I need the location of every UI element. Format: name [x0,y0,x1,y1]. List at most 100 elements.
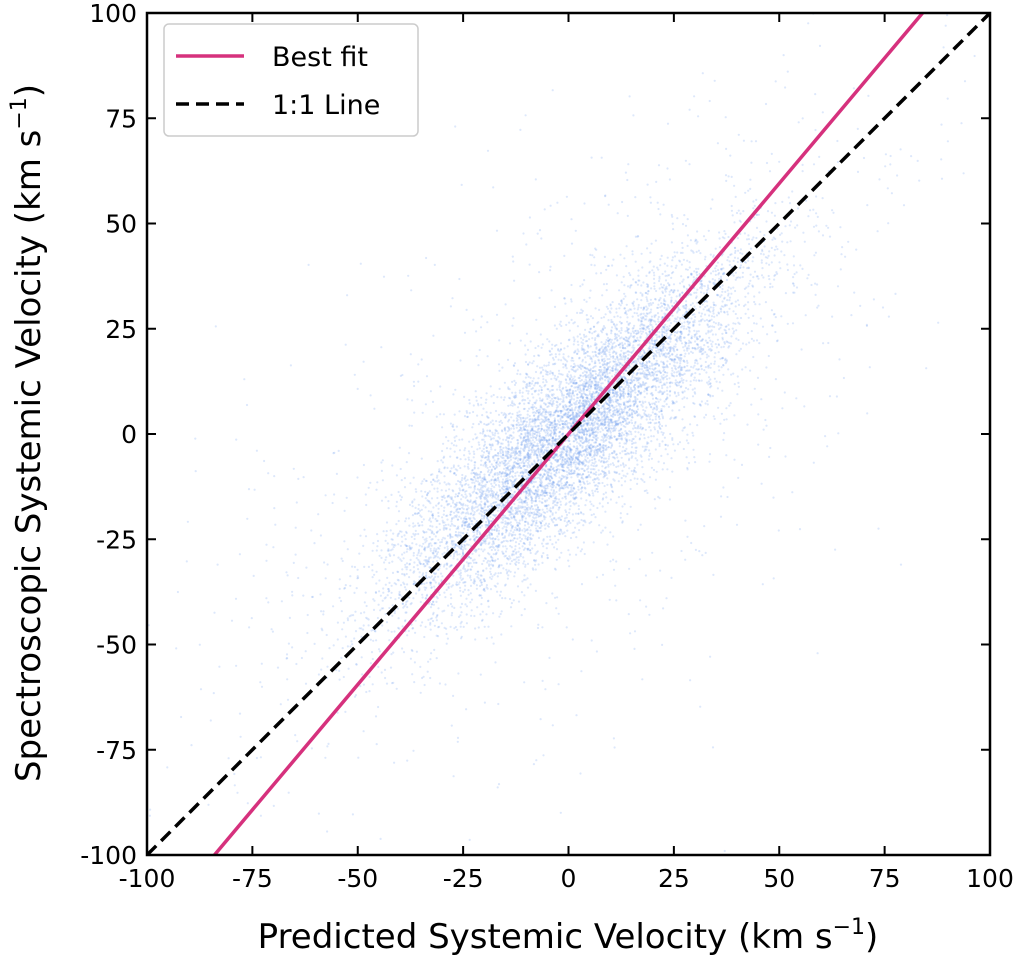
scatter-point [684,558,687,561]
scatter-point [618,307,621,310]
scatter-point [571,638,574,641]
scatter-point [438,528,442,531]
scatter-point [583,407,586,410]
scatter-point [532,485,536,488]
scatter-point [639,523,642,526]
scatter-point [296,740,299,743]
scatter-point [531,507,535,511]
scatter-point [558,484,561,487]
scatter-point [489,465,492,468]
scatter-point [803,405,806,408]
scatter-point [655,421,658,425]
scatter-point [560,485,564,488]
scatter-point [685,303,688,307]
scatter-point [657,431,660,434]
scatter-point [602,476,605,479]
scatter-point [644,574,648,577]
scatter-point [902,204,906,207]
scatter-point [804,314,807,317]
scatter-point [479,613,482,616]
scatter-point [395,505,398,508]
scatter-point [552,468,555,471]
scatter-point [773,248,777,251]
scatter-point [671,470,674,473]
scatter-point [916,159,919,162]
scatter-point [593,458,596,461]
scatter-point [437,530,440,533]
scatter-point [431,473,434,476]
scatter-point [621,364,624,367]
scatter-point [580,337,583,340]
scatter-point [739,248,743,251]
scatter-point [608,357,611,361]
scatter-point [422,572,425,575]
scatter-point [190,744,193,747]
scatter-point [606,420,609,424]
scatter-point [403,477,406,480]
scatter-point [509,539,512,542]
scatter-point [560,380,563,383]
scatter-point [619,316,622,319]
scatter-point [498,615,501,618]
scatter-point [572,452,575,456]
scatter-point [432,560,435,563]
scatter-point [340,610,343,613]
scatter-point [472,318,475,321]
scatter-point [627,393,630,396]
scatter-point [679,362,682,365]
scatter-point [580,497,583,500]
scatter-point [574,463,577,466]
scatter-point [554,511,558,514]
scatter-point [531,419,534,422]
scatter-point [602,497,605,500]
scatter-point [626,405,629,408]
scatter-point [657,299,661,302]
scatter-point [435,657,438,660]
scatter-point [486,466,489,469]
scatter-point [362,730,365,733]
scatter-point [723,328,726,331]
scatter-point [629,274,632,277]
scatter-point [619,331,622,335]
scatter-point [479,326,483,329]
scatter-point [429,606,433,609]
scatter-point [468,838,471,842]
scatter-point [271,630,274,633]
scatter-point [606,413,609,416]
scatter-point [486,534,489,538]
scatter-point [590,471,593,474]
scatter-point [605,332,608,335]
scatter-point [630,308,633,311]
scatter-point [260,662,263,665]
scatter-point [459,458,462,461]
scatter-point [473,481,476,484]
scatter-point [529,376,532,379]
scatter-point [586,482,589,486]
scatter-point [721,356,725,359]
scatter-point [561,420,565,423]
scatter-point [465,613,468,616]
scatter-point [735,353,738,356]
scatter-point [620,435,623,438]
scatter-point [620,322,623,325]
scatter-point [593,264,596,267]
scatter-point [595,650,599,653]
scatter-point [594,330,597,333]
scatter-point [551,502,555,505]
scatter-point [570,486,573,489]
scatter-point [341,559,344,563]
scatter-point [501,488,504,491]
scatter-point [433,480,437,483]
scatter-point [721,389,724,392]
scatter-point [517,488,520,491]
scatter-point [602,451,605,454]
scatter-point [856,170,860,173]
scatter-point [552,358,555,361]
scatter-point [610,341,613,344]
scatter-point [602,316,606,319]
scatter-point [812,163,816,166]
scatter-point [406,606,409,609]
scatter-point [667,328,670,332]
scatter-point [480,515,484,518]
scatter-point [441,426,444,429]
